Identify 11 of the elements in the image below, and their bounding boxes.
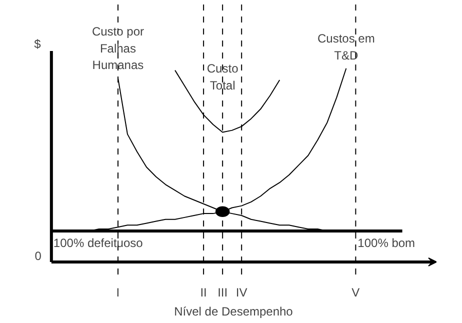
annotation: 100% defeituoso xyxy=(53,236,144,250)
x-tick-label: II xyxy=(200,286,207,300)
x-axis-title: Nível de Desempenho xyxy=(174,304,294,318)
y-axis-title: $ xyxy=(34,36,42,51)
text: 0 xyxy=(34,248,42,263)
x-tick-label: I xyxy=(116,286,120,300)
x-tick-label: V xyxy=(352,286,360,300)
annotation: 100% bom xyxy=(358,236,416,250)
series-label: Custo Total xyxy=(206,61,239,92)
x-tick-label: IV xyxy=(236,286,248,300)
x-tick-label: III xyxy=(218,286,228,300)
